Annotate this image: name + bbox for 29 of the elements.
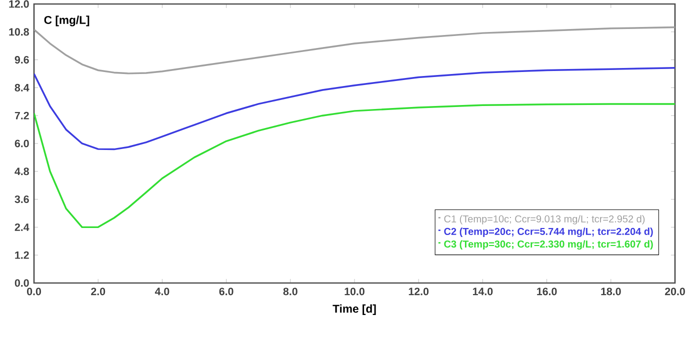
x-tick-label: 4.0 [154, 288, 170, 296]
y-tick-label: 7.2 [14, 112, 29, 120]
x-tick-label: 6.0 [219, 288, 234, 296]
legend-label: C2 (Temp=20c; Ccr=5.744 mg/L; tcr=2.204 d) [444, 228, 653, 238]
legend-label: C3 (Temp=30c; Ccr=2.330 mg/L; tcr=1.607 d) [444, 240, 653, 250]
legend-label: C1 (Temp=10c; Ccr=9.013 mg/L; tcr=2.952 d) [444, 215, 645, 224]
x-tick-label: 0.0 [27, 288, 41, 296]
x-tick-label: 10.0 [344, 288, 364, 296]
x-tick-label: 2.0 [91, 288, 106, 296]
y-tick-label: 6.0 [14, 140, 29, 148]
x-tick-label: 12.0 [408, 288, 429, 296]
y-tick-label: 3.6 [14, 196, 29, 204]
line-series [34, 26, 675, 74]
x-tick-label: 18.0 [601, 288, 621, 296]
y-tick-label: 9.6 [14, 56, 29, 64]
y-tick-label: 0.0 [14, 279, 29, 287]
x-tick-label: 16.0 [537, 288, 557, 296]
y-tick-label: 4.8 [14, 168, 29, 176]
x-tick-label: 20.0 [664, 288, 685, 296]
y-tick-label: 1.2 [15, 251, 29, 259]
y-tick-label: 10.8 [9, 28, 29, 36]
y-tick-label: 8.4 [14, 84, 30, 92]
line-series [34, 103, 675, 228]
y-tick-label: 12.0 [9, 0, 29, 8]
y-axis-title: C [mg/L] [44, 16, 90, 26]
y-tick-label: 2.4 [14, 223, 30, 231]
x-tick-label: 8.0 [283, 288, 298, 296]
x-tick-label: 14.0 [472, 288, 493, 296]
x-axis-title: Time [d] [332, 304, 376, 315]
